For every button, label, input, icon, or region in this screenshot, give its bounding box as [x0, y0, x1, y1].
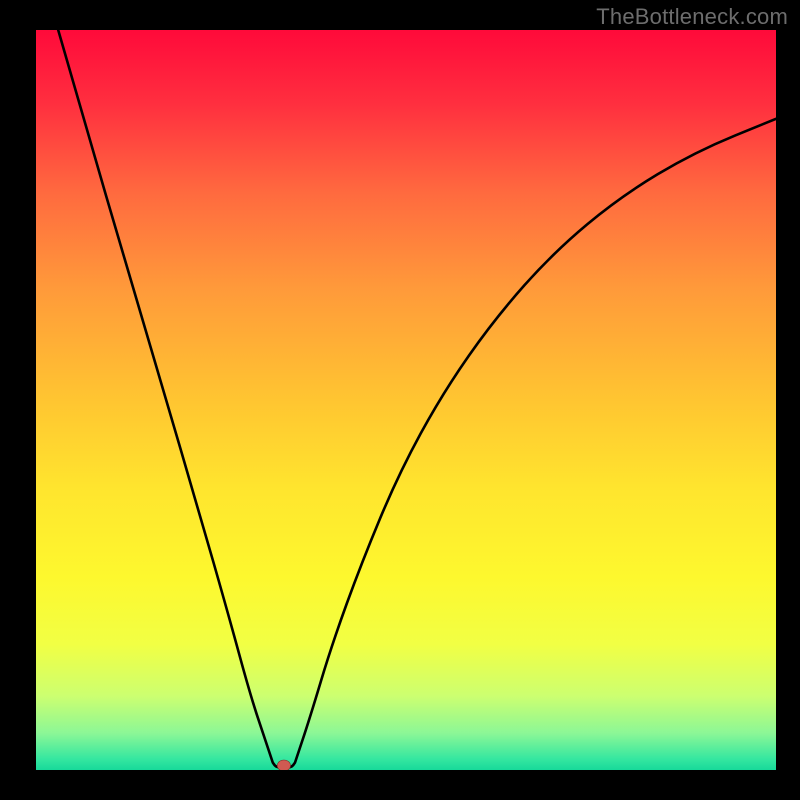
watermark-text: TheBottleneck.com	[596, 4, 788, 30]
plot-svg	[36, 30, 776, 770]
gradient-background	[36, 30, 776, 770]
minimum-marker	[277, 760, 290, 770]
chart-stage: TheBottleneck.com	[0, 0, 800, 800]
